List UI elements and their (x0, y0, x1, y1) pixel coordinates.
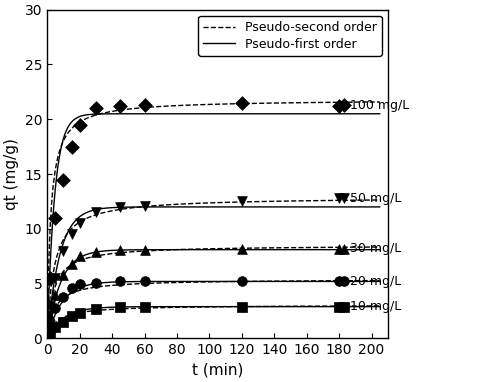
Point (335, 304, 343, 310)
Point (47, 314, 55, 320)
Text: 100 mg/L: 100 mg/L (345, 99, 409, 112)
Point (51, 324, 59, 330)
Point (335, 246, 343, 252)
Point (116, 204, 124, 210)
Text: 50 mg/L: 50 mg/L (345, 192, 401, 205)
Point (335, 103, 343, 109)
Point (141, 278, 149, 285)
Point (60, 294, 68, 300)
Text: 20 mg/L: 20 mg/L (345, 275, 401, 288)
Point (47, 303, 55, 309)
Point (340, 246, 348, 252)
Point (60, 319, 68, 325)
Point (92, 306, 100, 312)
Legend: Pseudo-second order, Pseudo-first order: Pseudo-second order, Pseudo-first order (198, 16, 382, 56)
Text: 10 mg/L: 10 mg/L (345, 300, 401, 313)
Point (76, 220, 83, 227)
Point (141, 247, 149, 253)
Text: 30 mg/L: 30 mg/L (345, 242, 401, 255)
Point (238, 278, 246, 285)
Point (116, 278, 124, 285)
Point (116, 304, 124, 310)
Point (141, 203, 149, 209)
X-axis label: t (min): t (min) (192, 363, 243, 378)
Point (141, 304, 149, 310)
Point (51, 215, 59, 221)
Point (335, 278, 343, 285)
Point (60, 272, 68, 278)
Point (51, 275, 59, 281)
Point (60, 176, 68, 183)
Point (340, 102, 348, 108)
Point (340, 304, 348, 310)
Point (238, 304, 246, 310)
Point (335, 195, 343, 201)
Point (76, 280, 83, 286)
Point (47, 330, 55, 336)
Point (340, 278, 348, 285)
Point (238, 100, 246, 106)
Point (76, 310, 83, 316)
Point (51, 305, 59, 311)
Y-axis label: qt (mg/g): qt (mg/g) (4, 138, 19, 210)
Point (92, 249, 100, 255)
Point (92, 209, 100, 215)
Point (92, 105, 100, 111)
Point (141, 102, 149, 108)
Point (60, 248, 68, 254)
Point (68, 144, 76, 150)
Point (76, 122, 83, 128)
Point (238, 246, 246, 252)
Point (68, 231, 76, 237)
Point (47, 322, 55, 328)
Point (116, 247, 124, 253)
Point (47, 275, 55, 281)
Point (68, 261, 76, 267)
Point (68, 314, 76, 320)
Point (92, 280, 100, 286)
Point (76, 253, 83, 259)
Point (68, 285, 76, 291)
Point (51, 291, 59, 298)
Point (340, 195, 348, 201)
Point (238, 198, 246, 204)
Point (116, 103, 124, 109)
